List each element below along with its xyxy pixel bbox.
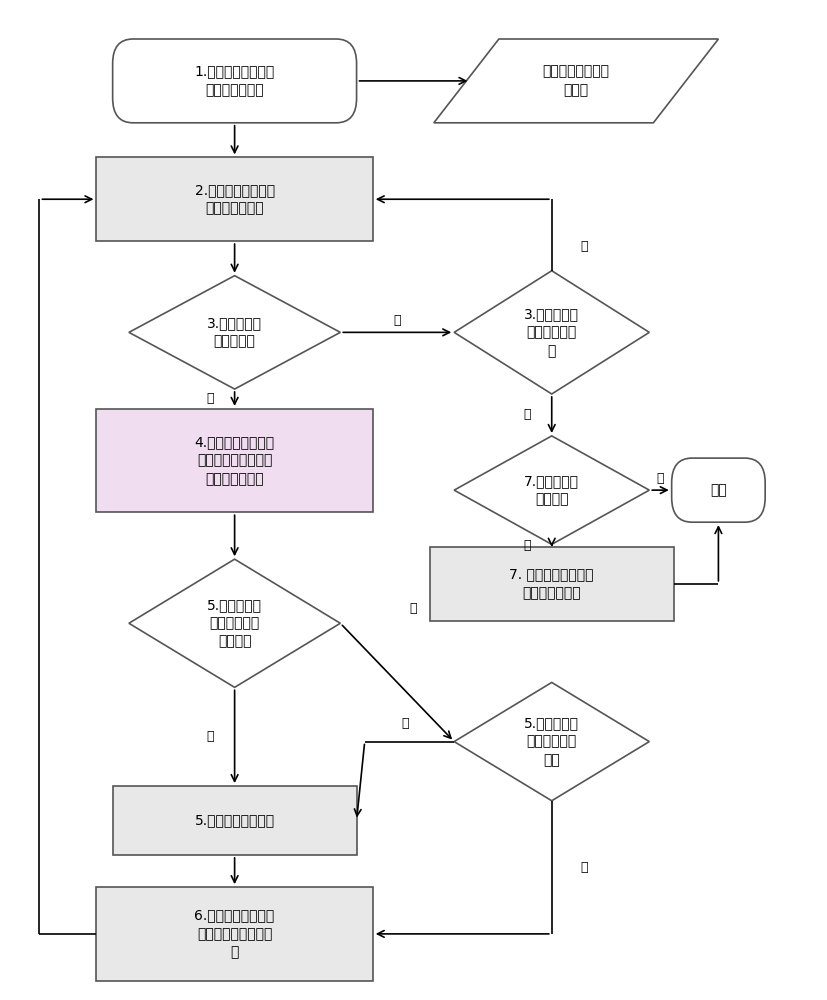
Polygon shape (454, 271, 649, 394)
Text: 3.判断遥控操
作是否成功: 3.判断遥控操 作是否成功 (207, 316, 262, 349)
Text: 是: 是 (207, 730, 214, 743)
Text: 是: 是 (523, 408, 531, 421)
FancyBboxPatch shape (112, 39, 356, 123)
Text: 否: 否 (207, 392, 214, 405)
Text: 5.抢修工作是
否能在预定时
间内完成: 5.抢修工作是 否能在预定时 间内完成 (207, 598, 262, 649)
Polygon shape (129, 276, 341, 389)
Text: 结束: 结束 (710, 483, 727, 497)
FancyBboxPatch shape (672, 458, 765, 522)
Text: 是: 是 (523, 539, 531, 552)
Text: 3.遥控操作序
列是否执行完
毕: 3.遥控操作序 列是否执行完 毕 (524, 307, 579, 358)
Text: 6.使用备用操作序列
替代当前执行操作序
列: 6.使用备用操作序列 替代当前执行操作序 列 (194, 908, 275, 959)
Bar (112, 786, 356, 855)
Text: 是: 是 (581, 861, 588, 874)
Text: 初始自愈方案和操
作序列: 初始自愈方案和操 作序列 (543, 65, 609, 97)
Text: 7. 根据初始自愈方案
进行配电网重构: 7. 根据初始自愈方案 进行配电网重构 (509, 568, 594, 600)
Text: 5.是否生成有
效的备用恢复
方案: 5.是否生成有 效的备用恢复 方案 (524, 716, 579, 767)
Polygon shape (434, 39, 719, 123)
Bar (430, 547, 674, 621)
Text: 1.生成自愈恢复方案
和遥控操作序列: 1.生成自愈恢复方案 和遥控操作序列 (194, 65, 275, 97)
Polygon shape (129, 559, 341, 687)
Text: 5.等待抢修工作完成: 5.等待抢修工作完成 (194, 813, 275, 827)
Bar (97, 409, 373, 512)
Text: 否: 否 (409, 602, 418, 615)
Bar (97, 157, 373, 241)
Text: 2.执行当前操作序列
的一个遥控操作: 2.执行当前操作序列 的一个遥控操作 (194, 183, 275, 215)
Text: 7.是否执行了
备用方案: 7.是否执行了 备用方案 (524, 474, 579, 506)
Text: 是: 是 (394, 314, 401, 327)
Text: 否: 否 (657, 472, 664, 485)
Text: 否: 否 (402, 717, 409, 730)
Text: 否: 否 (581, 240, 588, 253)
Polygon shape (454, 436, 649, 544)
Bar (97, 887, 373, 981)
Polygon shape (454, 682, 649, 801)
Text: 4.通知检修人员前往
抢修，生成备用恢复
方案和遥控序列: 4.通知检修人员前往 抢修，生成备用恢复 方案和遥控序列 (194, 435, 275, 486)
